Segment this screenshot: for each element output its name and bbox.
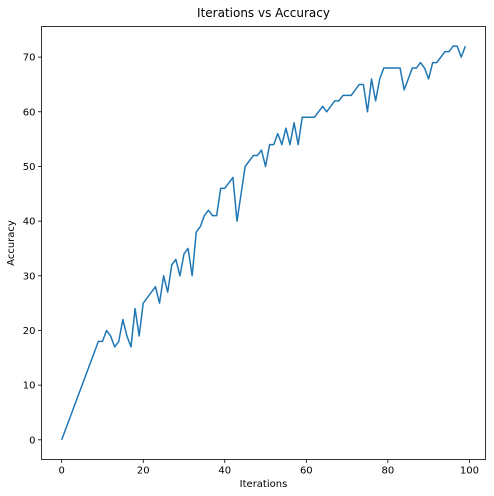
y-axis-label: Accuracy bbox=[6, 220, 17, 266]
y-axis-ticks: 0 10 20 30 40 50 60 70 bbox=[23, 53, 42, 446]
y-tick-label: 70 bbox=[23, 53, 36, 64]
x-axis-label: Iterations bbox=[240, 479, 288, 490]
y-tick-label: 50 bbox=[23, 162, 36, 173]
y-tick-label: 10 bbox=[23, 381, 36, 392]
x-tick-label: 0 bbox=[58, 466, 64, 477]
y-tick-label: 30 bbox=[23, 271, 36, 282]
plot-frame bbox=[41, 26, 486, 460]
x-tick-label: 80 bbox=[381, 466, 394, 477]
x-tick-label: 40 bbox=[218, 466, 231, 477]
x-tick-label: 100 bbox=[460, 466, 479, 477]
accuracy-series-line bbox=[60, 45, 467, 441]
x-tick-label: 20 bbox=[137, 466, 150, 477]
y-tick-label: 60 bbox=[23, 107, 36, 118]
y-tick-label: 40 bbox=[23, 217, 36, 228]
y-tick-label: 0 bbox=[29, 435, 35, 446]
y-tick-label: 20 bbox=[23, 326, 36, 337]
chart-title: Iterations vs Accuracy bbox=[197, 6, 330, 20]
x-tick-label: 60 bbox=[300, 466, 313, 477]
x-axis-ticks: 0 20 40 60 80 100 bbox=[58, 459, 479, 477]
